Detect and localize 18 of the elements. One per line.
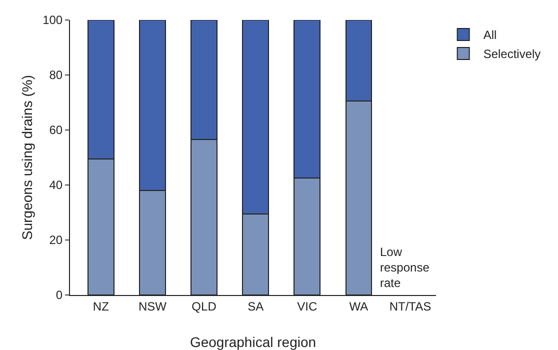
legend-label: Selectively xyxy=(483,47,541,62)
y-axis-title: Surgeons using drains (%) xyxy=(19,75,35,240)
x-tick-label: NSW xyxy=(138,299,168,314)
x-tick-label: VIC xyxy=(297,299,318,314)
x-tick-label: NZ xyxy=(92,299,109,314)
y-tick-label: 80 xyxy=(49,68,63,82)
annotation: Low response rate xyxy=(380,245,430,290)
y-tick-label: 40 xyxy=(49,178,63,192)
y-tick-label: 60 xyxy=(49,123,63,138)
y-tick-label: 20 xyxy=(49,233,63,248)
y-tick-label: 100 xyxy=(42,13,63,28)
legend-label: All xyxy=(483,28,497,42)
x-tick-label: NT/TAS xyxy=(389,299,432,314)
y-tick-label: 0 xyxy=(56,288,63,302)
x-tick-label: QLD xyxy=(192,299,217,314)
x-tick-label: SA xyxy=(248,299,264,314)
x-axis-title: Geographical region xyxy=(190,334,316,350)
x-tick-label: WA xyxy=(349,299,368,314)
